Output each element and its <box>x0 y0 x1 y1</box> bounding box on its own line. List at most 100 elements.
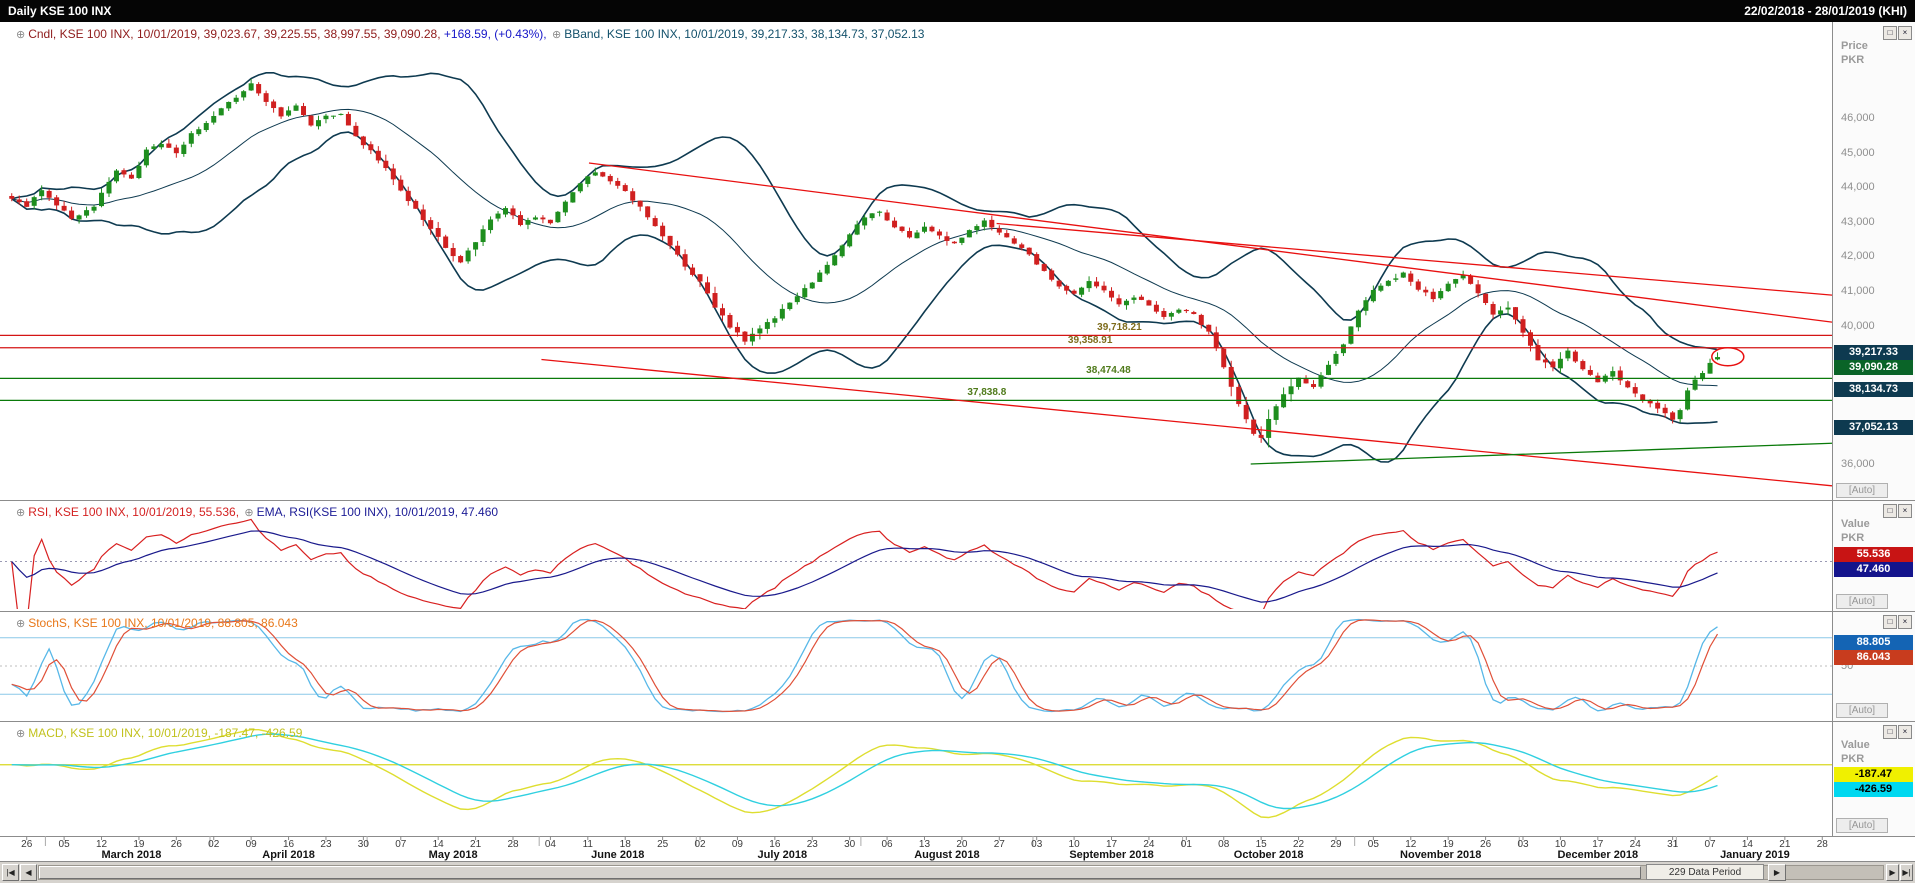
scroll-prev-button[interactable]: ◀ <box>20 864 37 881</box>
candle-body <box>705 282 711 294</box>
scroll-last-button[interactable]: ▶| <box>1900 864 1913 881</box>
chart-scrollbar-thumb[interactable] <box>39 866 1641 879</box>
candle-body <box>338 113 344 115</box>
rsi-ema-line <box>11 530 1718 603</box>
candle-body <box>1475 284 1481 294</box>
axis-month-label: September 2018 <box>1069 849 1154 861</box>
candle-body <box>1393 278 1399 280</box>
candle-body <box>1527 332 1533 346</box>
candle-body <box>802 288 808 298</box>
chart-area: 39,718.21 39,358.91 38,474.48 37,838.8 26 05 1… <box>0 22 1915 861</box>
candle-body <box>1101 285 1107 291</box>
axis-month-label: July 2018 <box>757 849 808 861</box>
candle-body <box>1587 370 1593 375</box>
axis-day-label: 28 <box>507 839 519 850</box>
candle-body <box>510 208 516 216</box>
candle-body <box>1535 345 1541 361</box>
axis-day-label: 16 <box>282 839 295 850</box>
candle-body <box>390 168 396 180</box>
candle-body <box>1109 290 1115 298</box>
candle-body <box>1557 358 1563 369</box>
axis-day-label: 09 <box>245 839 257 850</box>
indicator-badge-icon[interactable]: ⊕ <box>16 728 26 740</box>
candle-body <box>1198 314 1204 325</box>
candle-body <box>226 101 232 109</box>
indicator-badge-icon[interactable]: ⊕ <box>551 29 562 41</box>
candle-body <box>1445 283 1451 292</box>
candle-body <box>1340 344 1346 354</box>
candle-body <box>106 181 112 194</box>
candle-body <box>884 212 890 221</box>
panel-restore-icon[interactable]: □ <box>1883 26 1897 40</box>
scroll-next-button[interactable]: ▶ <box>1886 864 1899 881</box>
trendline <box>996 222 1832 296</box>
candle-body <box>121 170 127 175</box>
candle-body <box>286 110 292 116</box>
header-segment: EMA, RSI(KSE 100 INX), 10/01/2019, 47.46… <box>256 505 499 519</box>
candle-body <box>248 83 254 91</box>
candle-body <box>375 150 381 161</box>
candle-body <box>1520 319 1526 333</box>
candle-body <box>1483 293 1489 304</box>
panel-close-icon[interactable]: × <box>1898 504 1912 518</box>
candle-body <box>76 215 82 220</box>
scroll-mid-next-button[interactable]: ▶ <box>1768 864 1786 881</box>
indicator-badge-icon[interactable]: ⊕ <box>244 507 254 519</box>
chart-overlay: 39,718.21 39,358.91 38,474.48 37,838.8 26 05 1… <box>0 22 1915 861</box>
candle-body <box>54 197 60 206</box>
candle-body <box>46 190 52 198</box>
candle-body <box>712 293 718 308</box>
axis-value-box: 88.805 <box>1834 635 1913 650</box>
candle-body <box>39 190 45 197</box>
stoch-d-line <box>11 619 1719 713</box>
axis-auto-box[interactable]: [Auto] <box>1836 483 1888 498</box>
candle-body <box>1131 297 1137 300</box>
axis-day-label: 31 <box>1667 839 1679 850</box>
candle-body <box>9 195 15 199</box>
axis-month-label: May 2018 <box>428 849 478 861</box>
candle-body <box>1168 312 1174 317</box>
candle-body <box>1311 384 1317 388</box>
panel-restore-icon[interactable]: □ <box>1883 504 1897 518</box>
axis-auto-box[interactable]: [Auto] <box>1836 594 1888 609</box>
candle-body <box>91 206 97 211</box>
panel-close-icon[interactable]: × <box>1898 26 1912 40</box>
axis-day-label: 28 <box>1816 839 1828 850</box>
chart-scrollbar-track[interactable] <box>38 865 1884 880</box>
candle-body <box>84 210 90 216</box>
axis-day-label: 08 <box>1218 839 1230 850</box>
trendline <box>1250 442 1832 465</box>
axis-value-box: 86.043 <box>1834 650 1913 665</box>
candle-body <box>473 242 479 250</box>
panel-close-icon[interactable]: × <box>1898 615 1912 629</box>
axis-day-label: 05 <box>1367 839 1379 850</box>
axis-day-label: 23 <box>806 839 818 850</box>
candle-body <box>757 328 763 334</box>
axis-tick-label: 43,000 <box>1841 215 1875 228</box>
panel-close-icon[interactable]: × <box>1898 725 1912 739</box>
candle-body <box>420 209 426 220</box>
candle-body <box>1325 364 1331 375</box>
candle-body <box>1034 254 1040 265</box>
trendline <box>588 162 1832 323</box>
indicator-badge-icon[interactable]: ⊕ <box>16 618 26 630</box>
candle-body <box>16 199 22 203</box>
panel-restore-icon[interactable]: □ <box>1883 615 1897 629</box>
panel-restore-icon[interactable]: □ <box>1883 725 1897 739</box>
axis-month-label: June 2018 <box>591 849 645 861</box>
candle-body <box>1707 362 1713 374</box>
macd-line <box>11 728 1718 819</box>
header-segment: Cndl, KSE 100 INX, 10/01/2019, 39,023.67… <box>28 27 444 41</box>
indicator-badge-icon[interactable]: ⊕ <box>16 507 26 519</box>
candle-body <box>914 232 920 239</box>
candle-body <box>615 181 621 186</box>
candle-body <box>1677 410 1683 420</box>
candle-body <box>1011 238 1017 244</box>
axis-auto-box[interactable]: [Auto] <box>1836 818 1888 833</box>
indicator-badge-icon[interactable]: ⊕ <box>16 29 26 41</box>
axis-auto-box[interactable]: [Auto] <box>1836 703 1888 718</box>
scroll-first-button[interactable]: |◀ <box>2 864 19 881</box>
candle-body <box>278 107 284 117</box>
candle-body <box>315 120 321 127</box>
candle-body <box>570 192 576 203</box>
